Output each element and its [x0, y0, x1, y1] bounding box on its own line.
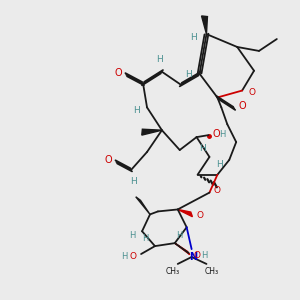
Text: O: O: [214, 186, 221, 195]
Text: H: H: [157, 55, 163, 64]
Text: H: H: [176, 231, 183, 240]
Text: O: O: [196, 211, 203, 220]
Polygon shape: [136, 197, 150, 214]
Text: H: H: [121, 251, 127, 260]
Text: H: H: [199, 143, 206, 152]
Text: H: H: [216, 160, 223, 169]
Text: N: N: [190, 252, 198, 262]
Text: H: H: [201, 250, 208, 260]
Text: H: H: [130, 177, 136, 186]
Text: CH₃: CH₃: [166, 267, 180, 276]
Text: O: O: [212, 129, 220, 139]
Text: O: O: [115, 68, 122, 78]
Polygon shape: [142, 129, 162, 135]
Text: H: H: [129, 231, 135, 240]
Text: O: O: [193, 250, 200, 260]
Polygon shape: [178, 209, 192, 217]
Text: H: H: [190, 33, 197, 42]
Text: CH₃: CH₃: [204, 267, 218, 276]
Text: H: H: [133, 106, 140, 115]
Polygon shape: [175, 243, 190, 255]
Text: H: H: [142, 234, 148, 243]
Text: O: O: [130, 251, 137, 260]
Text: H: H: [185, 70, 192, 79]
Text: O: O: [248, 88, 256, 97]
Text: H: H: [219, 130, 226, 139]
Text: O: O: [105, 155, 112, 165]
Polygon shape: [202, 16, 207, 34]
Text: O: O: [238, 101, 246, 111]
